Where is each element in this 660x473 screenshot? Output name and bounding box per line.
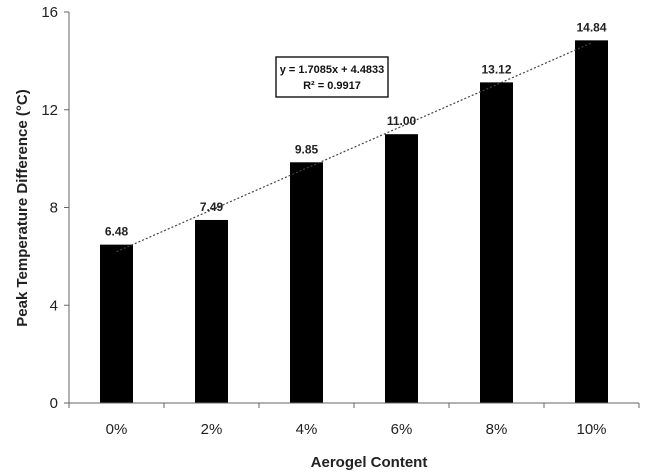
bar <box>100 244 133 403</box>
trendline-equation-box: y = 1.7085x + 4.4833 R² = 0.9917 <box>275 56 389 98</box>
bar-value-label: 11.00 <box>387 114 417 128</box>
y-tick-label: 16 <box>41 4 58 21</box>
bar-value-label: 6.48 <box>105 225 129 239</box>
x-tick-label: 8% <box>486 421 508 438</box>
bar <box>195 219 228 403</box>
bar-value-label: 14.84 <box>576 20 606 34</box>
bar <box>480 82 513 403</box>
bar <box>385 134 418 403</box>
bars-layer <box>100 40 608 403</box>
data-labels-layer: 6.48 7.49 9.85 11.00 13.12 14.84 <box>105 20 607 238</box>
bar <box>290 162 323 403</box>
x-tick-label: 10% <box>576 421 606 438</box>
y-tick-label: 4 <box>50 297 58 314</box>
bar-value-label: 7.49 <box>200 200 224 214</box>
bar <box>575 40 608 403</box>
x-tick-label: 2% <box>201 421 223 438</box>
bar-value-label: 13.12 <box>481 62 511 76</box>
ticks-layer: 0 4 8 12 16 0% 2% 4% 6% 8% 10% <box>41 4 640 438</box>
trendline-r-squared: R² = 0.9917 <box>303 80 361 92</box>
x-tick-label: 4% <box>296 421 318 438</box>
y-axis-title: Peak Temperature Difference (°C) <box>14 89 31 326</box>
y-tick-label: 0 <box>50 395 58 412</box>
trendline-equation: y = 1.7085x + 4.4833 <box>280 64 385 76</box>
x-axis-title: Aerogel Content <box>311 454 428 471</box>
trendline <box>116 42 592 253</box>
bar-value-label: 9.85 <box>295 142 319 156</box>
y-tick-label: 12 <box>41 102 58 119</box>
x-tick-label: 0% <box>106 421 128 438</box>
x-tick-label: 6% <box>391 421 413 438</box>
y-tick-label: 8 <box>50 200 58 217</box>
